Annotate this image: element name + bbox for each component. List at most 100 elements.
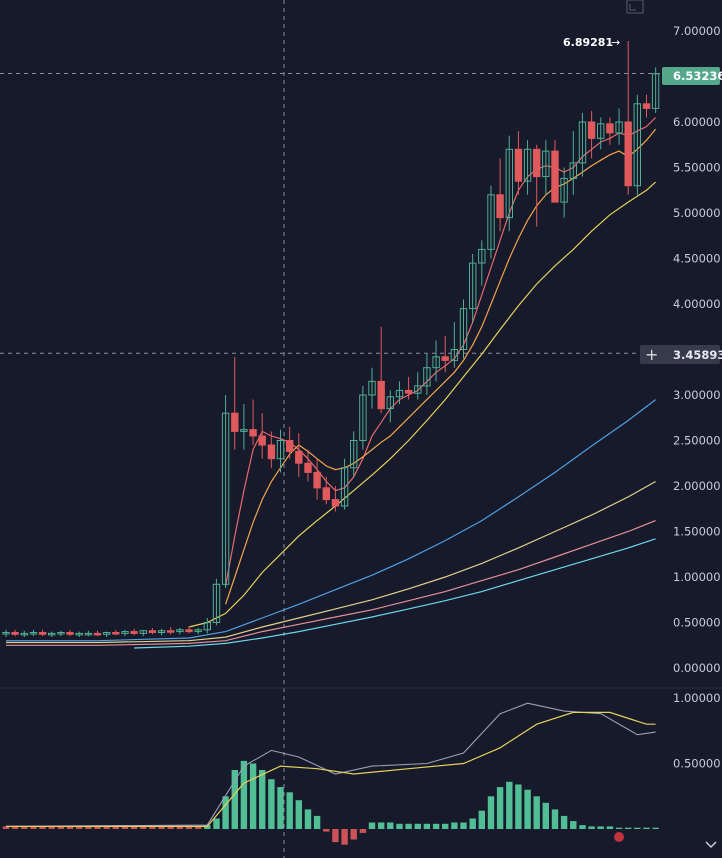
candle-body[interactable] <box>386 396 395 410</box>
candle-body[interactable] <box>240 429 248 432</box>
histogram-bar <box>94 826 101 829</box>
candle-body[interactable] <box>194 629 202 633</box>
candle-body[interactable] <box>322 487 331 501</box>
candle-body[interactable] <box>414 385 422 394</box>
candle-body[interactable] <box>606 123 614 134</box>
candle-body[interactable] <box>578 121 587 164</box>
candle-body[interactable] <box>130 631 138 634</box>
moving-average-line-1 <box>225 117 657 587</box>
candle-body[interactable] <box>29 632 38 635</box>
histogram-bar <box>423 823 431 829</box>
candle-body[interactable] <box>642 103 651 109</box>
candle-body[interactable] <box>304 462 312 473</box>
price-tick-label: 6.00000 <box>673 115 721 129</box>
histogram-bar <box>515 784 522 829</box>
candle-body[interactable] <box>615 121 623 134</box>
candle-body[interactable] <box>478 248 486 264</box>
candle-body[interactable] <box>231 412 239 432</box>
candle-body[interactable] <box>121 631 129 634</box>
candle-body[interactable] <box>368 380 376 396</box>
candle-body[interactable] <box>459 308 468 351</box>
candle-body[interactable] <box>569 162 577 179</box>
candle-body[interactable] <box>212 583 221 623</box>
candle-body[interactable] <box>340 467 349 507</box>
candle-body[interactable] <box>11 632 19 635</box>
candle-body[interactable] <box>103 632 111 635</box>
candle-body[interactable] <box>167 630 175 633</box>
histogram-bar <box>478 810 485 829</box>
candle-body[interactable] <box>496 194 504 219</box>
candle-body[interactable] <box>542 150 550 178</box>
candle-body[interactable] <box>487 194 495 250</box>
alert-dot-icon[interactable] <box>614 832 624 842</box>
candle-body[interactable] <box>258 435 266 446</box>
candle-body[interactable] <box>267 444 276 460</box>
candle-body[interactable] <box>441 356 449 361</box>
candle-body[interactable] <box>112 632 120 635</box>
candle-body[interactable] <box>84 632 93 636</box>
candle-body[interactable] <box>404 389 413 394</box>
histogram-bar <box>249 763 257 829</box>
candle-body[interactable] <box>505 148 514 219</box>
candle-body[interactable] <box>185 629 193 633</box>
histogram-bar <box>451 822 458 829</box>
candle-body[interactable] <box>395 389 404 398</box>
candle-body[interactable] <box>432 356 440 369</box>
candle-body[interactable] <box>157 630 166 634</box>
histogram-bar <box>204 825 211 829</box>
histogram-bar <box>259 770 266 829</box>
histogram-bar <box>30 826 37 829</box>
candle-body[interactable] <box>514 148 523 182</box>
expand-icon[interactable] <box>626 0 644 14</box>
oscillator-tick-label: 0.50000 <box>673 757 721 771</box>
candle-body[interactable] <box>203 622 212 631</box>
histogram-bar <box>378 822 385 829</box>
candle-body[interactable] <box>75 632 83 636</box>
histogram-bar <box>560 815 568 829</box>
candle-body[interactable] <box>249 429 257 437</box>
candle-body[interactable] <box>469 262 477 310</box>
candle-body[interactable] <box>523 148 532 182</box>
histogram-bar <box>460 822 467 829</box>
candle-body[interactable] <box>624 121 632 187</box>
candle-body[interactable] <box>66 632 74 635</box>
candle-body[interactable] <box>148 630 157 634</box>
histogram-bar <box>222 796 229 830</box>
candle-body[interactable] <box>423 367 431 387</box>
candle-body[interactable] <box>450 349 459 361</box>
candle-body[interactable] <box>176 629 184 633</box>
candle-body[interactable] <box>57 632 65 635</box>
candle-body[interactable] <box>633 103 641 187</box>
candle-body[interactable] <box>350 440 358 469</box>
price-tick-label: 2.00000 <box>673 479 721 493</box>
histogram-bar <box>487 796 495 830</box>
histogram-bar <box>387 822 394 829</box>
candle-body[interactable] <box>139 630 148 634</box>
histogram-bar <box>39 826 46 829</box>
candle-body[interactable] <box>38 632 47 635</box>
candle-body[interactable] <box>286 440 294 452</box>
candle-body[interactable] <box>295 450 303 464</box>
candle-body[interactable] <box>331 499 340 507</box>
candle-body[interactable] <box>377 380 385 410</box>
collapse-arrow-icon[interactable] <box>705 841 717 849</box>
crosshair-plus-icon[interactable]: + <box>645 345 658 364</box>
candle-body[interactable] <box>533 148 541 178</box>
candle-body[interactable] <box>221 412 230 585</box>
candle-body[interactable] <box>48 632 56 636</box>
candle-body[interactable] <box>2 632 10 635</box>
histogram-bar <box>506 781 513 829</box>
histogram-bar <box>542 802 549 829</box>
candle-body[interactable] <box>560 177 568 203</box>
candle-body[interactable] <box>551 150 559 203</box>
candle-body[interactable] <box>651 73 660 109</box>
candle-body[interactable] <box>597 123 605 139</box>
candle-body[interactable] <box>313 471 321 489</box>
candle-body[interactable] <box>93 632 102 636</box>
candlestick-series[interactable] <box>2 41 660 638</box>
candle-body[interactable] <box>20 632 29 636</box>
candle-body[interactable] <box>359 394 367 441</box>
candle-body[interactable] <box>587 121 596 139</box>
candle-body[interactable] <box>276 440 285 460</box>
